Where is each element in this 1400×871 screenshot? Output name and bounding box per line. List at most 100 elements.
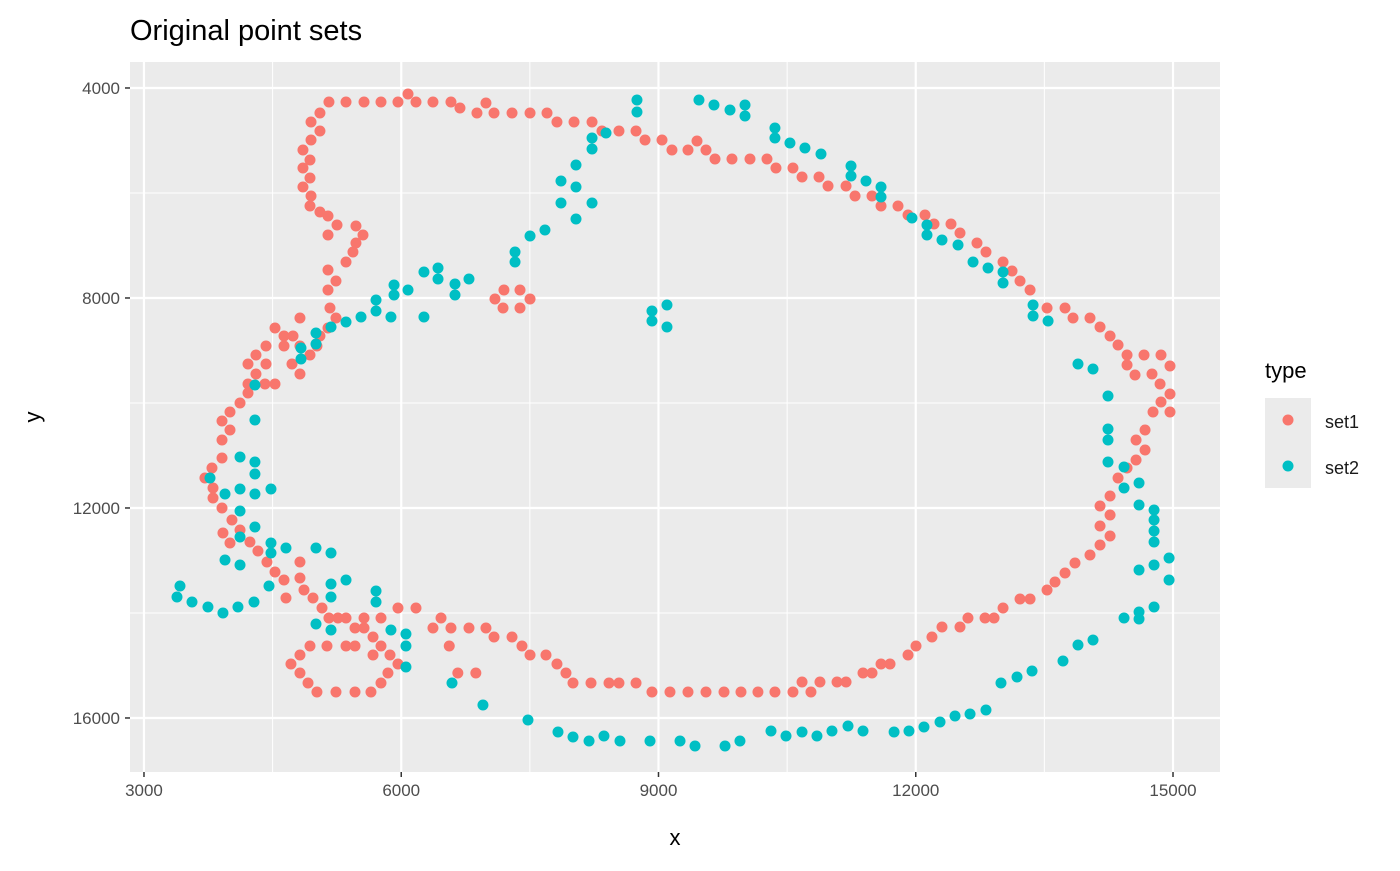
point-set2 — [1118, 461, 1130, 473]
point-set1 — [242, 387, 254, 399]
point-set1 — [322, 264, 334, 276]
point-set1 — [630, 677, 642, 689]
point-set1 — [1041, 302, 1053, 314]
point-set1 — [971, 237, 983, 249]
point-set1 — [506, 631, 518, 643]
point-set2 — [614, 735, 626, 747]
point-set1 — [350, 220, 362, 232]
point-set1 — [347, 246, 359, 258]
point-set1 — [926, 631, 938, 643]
point-set1 — [314, 206, 326, 218]
point-set1 — [285, 658, 297, 670]
point-set1 — [769, 686, 781, 698]
point-set2 — [232, 601, 244, 613]
point-set2 — [1148, 536, 1160, 548]
y-axis-ticks: 4000 8000 12000 16000 — [73, 79, 130, 728]
point-set1 — [735, 686, 747, 698]
point-set1 — [1041, 584, 1053, 596]
point-set2 — [340, 316, 352, 328]
point-set1 — [1155, 349, 1167, 361]
point-set1 — [392, 96, 404, 108]
point-set1 — [224, 406, 236, 418]
point-set1 — [840, 676, 852, 688]
point-set1 — [866, 190, 878, 202]
point-set1 — [1154, 378, 1166, 390]
point-set1 — [954, 621, 966, 633]
point-set2 — [1148, 525, 1160, 537]
point-set1 — [297, 181, 309, 193]
point-set1 — [1069, 557, 1081, 569]
point-set1 — [498, 284, 510, 296]
point-set2 — [325, 547, 337, 559]
point-set1 — [840, 180, 852, 192]
x-tick-label: 3000 — [125, 781, 163, 800]
point-set1 — [480, 622, 492, 634]
point-set1 — [269, 322, 281, 334]
point-set1 — [1059, 302, 1071, 314]
point-set2 — [325, 321, 337, 333]
point-set1 — [1130, 434, 1142, 446]
point-set2 — [644, 735, 656, 747]
point-set2 — [1072, 358, 1084, 370]
point-set2 — [385, 311, 397, 323]
point-set1 — [1067, 312, 1079, 324]
point-set2 — [234, 559, 246, 571]
point-set1 — [603, 677, 615, 689]
point-set1 — [1129, 369, 1141, 381]
x-tick-label: 12000 — [892, 781, 939, 800]
point-set2 — [249, 521, 261, 533]
point-set1 — [297, 144, 309, 156]
point-set2 — [325, 578, 337, 590]
point-set1 — [384, 649, 396, 661]
point-set1 — [787, 686, 799, 698]
point-set2 — [921, 219, 933, 231]
point-set1 — [304, 640, 316, 652]
point-set1 — [656, 134, 668, 146]
point-set1 — [1059, 567, 1071, 579]
point-set1 — [540, 649, 552, 661]
point-set1 — [700, 686, 712, 698]
point-set1 — [349, 640, 361, 652]
point-set1 — [585, 677, 597, 689]
point-set1 — [445, 96, 457, 108]
point-set1 — [349, 622, 361, 634]
point-set1 — [613, 677, 625, 689]
x-axis-label: x — [670, 825, 681, 850]
point-set1 — [814, 676, 826, 688]
point-set2 — [903, 725, 915, 737]
point-set1 — [206, 462, 218, 474]
point-set1 — [278, 330, 290, 342]
point-set1 — [294, 312, 306, 324]
point-set2 — [174, 580, 186, 592]
point-set2 — [310, 618, 322, 630]
point-set1 — [718, 686, 730, 698]
point-set1 — [1049, 576, 1061, 588]
point-set1 — [307, 592, 319, 604]
point-set1 — [892, 200, 904, 212]
point-set2 — [1163, 574, 1175, 586]
point-set1 — [375, 640, 387, 652]
point-set1 — [857, 667, 869, 679]
point-set1 — [471, 107, 483, 119]
point-set2 — [249, 468, 261, 480]
point-set2 — [724, 104, 736, 116]
point-set1 — [1084, 312, 1096, 324]
point-set1 — [1121, 349, 1133, 361]
point-set2 — [402, 284, 414, 296]
point-set2 — [918, 721, 930, 733]
point-set2 — [980, 704, 992, 716]
point-set1 — [224, 424, 236, 436]
point-set1 — [340, 256, 352, 268]
point-set1 — [452, 667, 464, 679]
point-set2 — [400, 640, 412, 652]
point-set1 — [1155, 396, 1167, 408]
y-tick-label: 16000 — [73, 709, 120, 728]
point-set2 — [769, 132, 781, 144]
point-set2 — [708, 99, 720, 111]
point-set2 — [234, 531, 246, 543]
point-set1 — [410, 96, 422, 108]
point-set1 — [506, 107, 518, 119]
point-set1 — [524, 649, 536, 661]
point-set1 — [357, 229, 369, 241]
point-set1 — [979, 612, 991, 624]
